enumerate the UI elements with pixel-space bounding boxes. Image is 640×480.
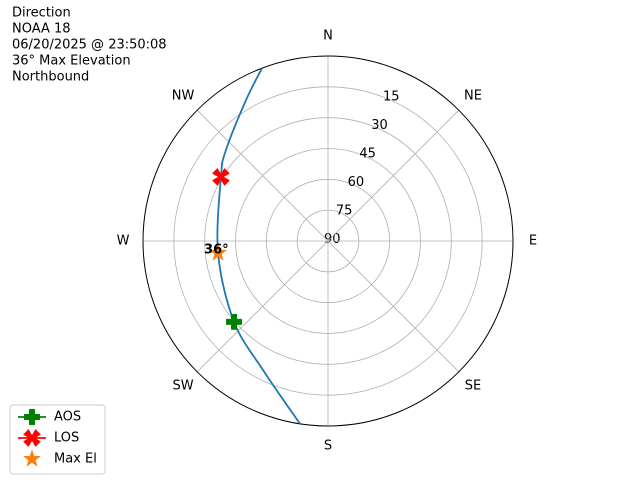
title-line: NOAA 18: [12, 22, 71, 37]
theta-tick-label: NE: [464, 89, 482, 104]
theta-tick-label: E: [529, 234, 537, 249]
grid-spoke: [327, 240, 460, 373]
theta-tick-label: S: [324, 439, 332, 454]
theta-tick-label: SE: [465, 378, 481, 393]
legend-marker: [23, 429, 41, 447]
theta-tick-label: SW: [172, 378, 193, 393]
r-tick-label: 60: [348, 175, 365, 190]
title-line: 06/20/2025 @ 23:50:08: [12, 38, 167, 53]
theta-tick-label: NW: [172, 89, 195, 104]
grid-spoke: [327, 109, 460, 242]
r-tick-label: 15: [383, 90, 400, 105]
outer-frame: [142, 55, 514, 427]
marker-star: [208, 243, 228, 261]
track-line: [216, 67, 301, 425]
legend-label: AOS: [54, 410, 81, 425]
r-tick-label: 45: [359, 146, 376, 161]
r-tick-label: 75: [336, 203, 353, 218]
grid-spoke: [196, 109, 329, 242]
legend-marker: [22, 449, 42, 467]
legend-marker: [24, 409, 40, 425]
r-tick-label: 30: [371, 118, 388, 133]
theta-tick-label: N: [323, 29, 333, 44]
marker-x: [211, 167, 230, 186]
title-line: 36° Max Elevation: [12, 54, 131, 69]
grid-spoke: [196, 240, 329, 373]
legend-label: Max El: [54, 452, 97, 467]
theta-tick-label: W: [117, 234, 130, 249]
legend-label: LOS: [54, 431, 79, 446]
marker-plus: [226, 313, 242, 330]
title-line: Northbound: [12, 70, 89, 85]
annotation: 36°: [204, 242, 229, 257]
title-line: Direction: [12, 6, 71, 21]
